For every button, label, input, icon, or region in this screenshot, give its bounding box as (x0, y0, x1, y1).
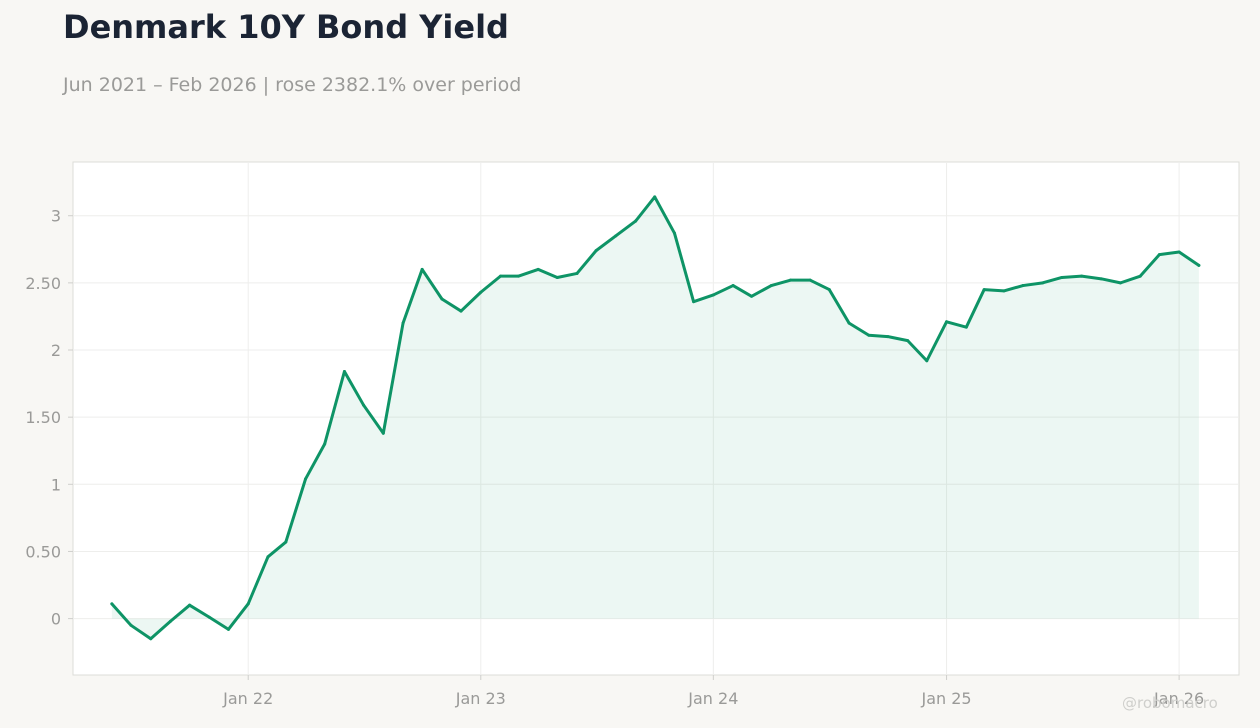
data-point (110, 602, 114, 606)
data-point (129, 623, 133, 627)
data-point (847, 321, 851, 325)
data-point (516, 274, 520, 278)
data-point (381, 431, 385, 435)
data-point (653, 195, 657, 199)
data-point (1080, 274, 1084, 278)
x-tick-label: Jan 25 (920, 689, 971, 708)
grid-layer (73, 162, 1239, 675)
data-point (149, 637, 153, 641)
data-point (323, 442, 327, 446)
data-point (886, 335, 890, 339)
series-layer (110, 195, 1201, 641)
data-point (284, 540, 288, 544)
data-point (188, 603, 192, 607)
data-point (634, 219, 638, 223)
data-point (304, 477, 308, 481)
data-point (769, 284, 773, 288)
data-point (964, 325, 968, 329)
data-point (594, 249, 598, 253)
data-point (731, 284, 735, 288)
data-point (207, 615, 211, 619)
data-point (168, 619, 172, 623)
y-tick-label: 3 (51, 207, 61, 226)
y-tick-label: 2 (51, 341, 61, 360)
plot-area (72, 161, 1240, 676)
data-point (808, 278, 812, 282)
data-point (945, 320, 949, 324)
data-point (420, 267, 424, 271)
data-point (750, 294, 754, 298)
data-point (906, 339, 910, 343)
chart-subtitle: Jun 2021 – Feb 2026 | rose 2382.1% over … (63, 74, 522, 96)
data-point (1099, 277, 1103, 281)
data-point (266, 555, 270, 559)
data-point (479, 290, 483, 294)
x-tick-label: Jan 24 (687, 689, 738, 708)
data-point (867, 333, 871, 337)
data-point (1157, 253, 1161, 257)
data-point (459, 309, 463, 313)
data-point (1118, 281, 1122, 285)
data-point (692, 300, 696, 304)
data-point (440, 297, 444, 301)
data-point (362, 403, 366, 407)
data-point (1002, 289, 1006, 293)
data-point (1060, 275, 1064, 279)
data-point (246, 602, 250, 606)
data-point (342, 369, 346, 373)
data-point (1138, 274, 1142, 278)
y-tick-label: 0 (51, 610, 61, 629)
data-point (982, 288, 986, 292)
data-point (575, 271, 579, 275)
data-point (827, 288, 831, 292)
data-point (401, 321, 405, 325)
x-tick-label: Jan 22 (222, 689, 273, 708)
data-point (226, 627, 230, 631)
data-point (499, 274, 503, 278)
data-point (1197, 263, 1201, 267)
data-point (925, 359, 929, 363)
y-tick-label: 1.50 (25, 408, 61, 427)
data-point (555, 275, 559, 279)
data-point (672, 231, 676, 235)
data-point (614, 234, 618, 238)
y-tick-label: 1 (51, 475, 61, 494)
data-point (788, 278, 792, 282)
data-point (536, 267, 540, 271)
series-area-fill (111, 196, 1199, 639)
chart-title: Denmark 10Y Bond Yield (63, 8, 509, 46)
x-tick-label: Jan 26 (1153, 689, 1204, 708)
axis-layer: 0 0.50 1 1.50 2 2.50 3 Jan 22 Jan 23 Jan 24 Jan 25… (25, 207, 1204, 708)
y-tick-label: 2.50 (25, 274, 61, 293)
y-tick-label: 0.50 (25, 542, 61, 561)
data-point (1041, 281, 1045, 285)
data-point (1021, 284, 1025, 288)
data-point (711, 293, 715, 297)
data-point (1177, 250, 1181, 254)
watermark: @robomacro (1122, 694, 1218, 712)
x-tick-label: Jan 23 (455, 689, 506, 708)
